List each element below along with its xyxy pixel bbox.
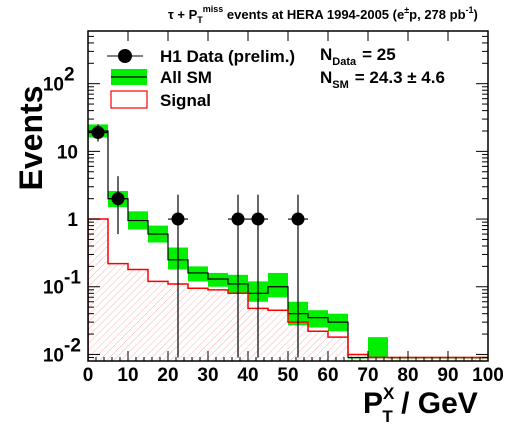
title-sub: T [197,15,203,25]
x-label-sub: T [382,407,393,426]
data-point [251,212,265,226]
y-tick-exponent: -1 [64,268,81,289]
legend-item-data: H1 Data (prelim.) [107,47,295,66]
data-point [231,212,245,226]
legend: H1 Data (prelim.) All SM Signal [107,47,295,110]
legend-item-signal: Signal [110,90,211,110]
title-end: ) [474,7,478,22]
x-label-sup: X [383,384,395,403]
n-sm-label: N [320,68,332,87]
x-tick-label: 10 [117,365,138,386]
n-sm-row: NSM = 24.3 ± 4.6 [320,68,445,91]
legend-data-label: H1 Data (prelim.) [160,47,295,66]
x-tick-label: 100 [472,365,504,386]
x-axis-label: PX T / GeV [363,384,478,426]
sm-band-bin [368,337,388,358]
title-mid2: p, 278 pb [409,7,465,22]
x-tick-label: 0 [83,365,94,386]
data-point [91,125,105,139]
x-tick-label: 20 [157,365,178,386]
legend-signal-swatch [110,90,148,109]
legend-signal-label: Signal [160,91,211,110]
title-sup2: ± [404,5,409,15]
sm-band-bin [208,272,228,287]
sm-band-bin [188,266,208,282]
y-tick-label: 10 [43,75,64,96]
n-sm-value: = 24.3 ± 4.6 [355,68,445,87]
chart-title: τ + PTmiss events at HERA 1994-2005 (e±p… [168,4,478,25]
y-tick-exponent: -2 [64,335,81,356]
y-tick-label: 10 [57,142,78,163]
n-sm-sub: SM [332,79,349,91]
x-tick-label: 70 [357,365,378,386]
n-data-value: = 25 [362,45,396,64]
legend-sm-label: All SM [160,68,212,87]
data-point [111,192,125,206]
x-tick-label: 50 [277,365,298,386]
x-label-rest: / GeV [393,387,478,420]
y-axis-label: Events [13,86,49,191]
data-point [291,212,305,226]
title-sup: miss [203,4,224,14]
data-point [171,212,185,226]
plot-area [88,124,488,361]
n-data-sub: Data [332,56,357,68]
y-tick-label: 10 [43,278,64,299]
n-data-label: N [320,45,332,64]
x-tick-label: 40 [237,365,258,386]
y-tick-exponent: 2 [64,65,75,86]
legend-data-marker [118,49,132,63]
title-mid: events at HERA 1994-2005 (e [223,7,404,22]
title-prefix: τ + P [168,7,198,22]
sm-band-bin [308,310,328,328]
x-tick-label: 80 [397,365,418,386]
x-tick-label: 60 [317,365,338,386]
signal-hatch-fill [88,219,488,361]
x-tick-label: 90 [437,365,458,386]
sm-band-bin [268,272,288,298]
y-tick-label: 1 [67,210,78,231]
x-label-main: P [363,387,383,420]
event-counts: NData = 25 NSM = 24.3 ± 4.6 [320,45,445,91]
n-data-row: NData = 25 [320,45,396,68]
x-tick-label: 30 [197,365,218,386]
legend-item-sm: All SM [111,68,212,87]
title-sup3: -1 [466,5,474,15]
y-tick-label: 10 [43,345,64,366]
